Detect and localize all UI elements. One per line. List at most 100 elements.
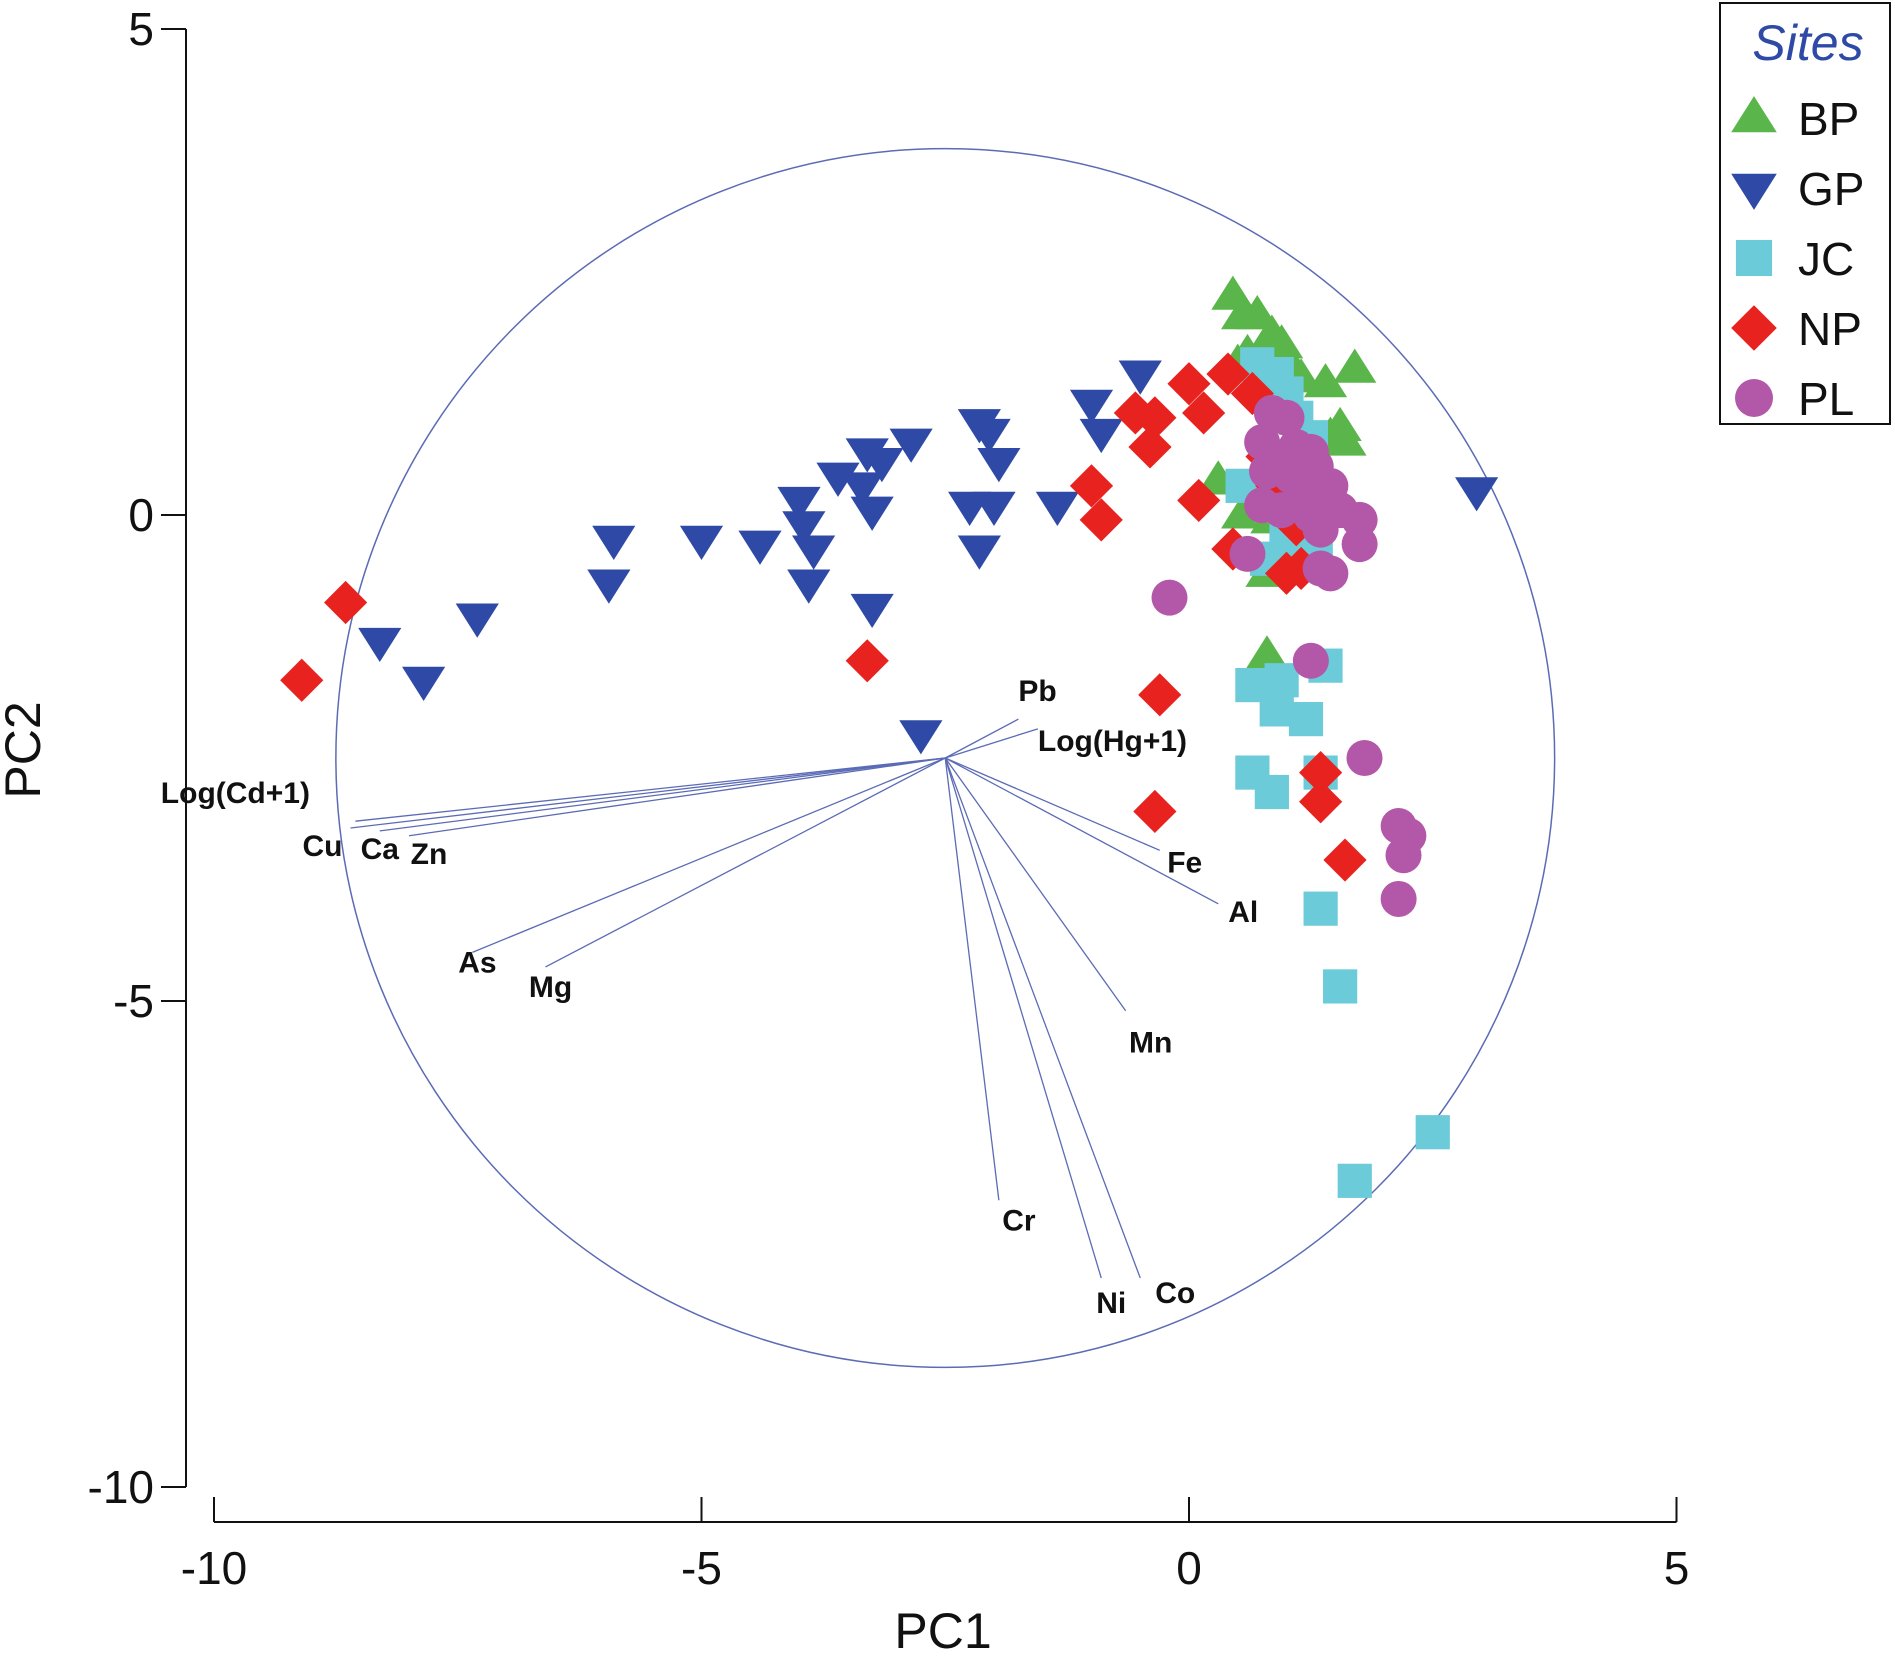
point-pl-19 bbox=[1312, 555, 1349, 592]
point-jc-20 bbox=[1323, 969, 1358, 1004]
point-jc-15 bbox=[1288, 702, 1324, 737]
legend-entry-gp: GP bbox=[1731, 163, 1864, 215]
vector-label-as: As bbox=[458, 946, 496, 979]
vector-line-pb bbox=[944, 718, 1019, 759]
legend-box bbox=[1719, 2, 1891, 425]
point-np-19 bbox=[1138, 673, 1182, 717]
point-pl-27 bbox=[1380, 880, 1417, 917]
vector-label-pb: Pb bbox=[1018, 675, 1056, 708]
point-pl-17 bbox=[1229, 535, 1266, 572]
point-jc-19 bbox=[1303, 891, 1338, 926]
vector-line-zn bbox=[408, 757, 946, 837]
y-tick-label: 5 bbox=[128, 3, 154, 55]
vector-label-co: Co bbox=[1155, 1277, 1195, 1310]
point-gp-8 bbox=[782, 511, 826, 546]
vector-line-log-cd-1 bbox=[355, 757, 946, 822]
point-np-4 bbox=[1079, 498, 1123, 542]
legend-marker-gp bbox=[1731, 173, 1777, 210]
point-gp-28 bbox=[1118, 360, 1162, 395]
legend-marker-np bbox=[1731, 305, 1777, 351]
x-tick-label: -5 bbox=[681, 1542, 722, 1594]
point-np-3 bbox=[1069, 464, 1114, 508]
x-tick-label: -10 bbox=[181, 1542, 247, 1594]
vector-line-ni bbox=[944, 757, 1102, 1279]
point-gp-29 bbox=[1455, 477, 1499, 512]
point-gp-14 bbox=[860, 448, 904, 483]
point-pl-16 bbox=[1302, 511, 1339, 548]
y-tick-label: 0 bbox=[128, 489, 154, 541]
point-bp-12 bbox=[1303, 363, 1348, 398]
legend-entry-np: NP bbox=[1731, 303, 1862, 355]
point-jc-14 bbox=[1259, 692, 1294, 727]
point-np-10 bbox=[1206, 352, 1250, 396]
point-gp-27 bbox=[1079, 418, 1123, 454]
correlation-circle-layer bbox=[335, 147, 1556, 1369]
vector-label-ni: Ni bbox=[1096, 1287, 1126, 1320]
point-np-20 bbox=[1133, 789, 1177, 834]
point-np-12 bbox=[1177, 478, 1221, 523]
series-gp bbox=[358, 360, 1499, 755]
point-jc-22 bbox=[1337, 1163, 1372, 1198]
series-np bbox=[280, 352, 1367, 882]
legend-entries: BP GP JC NP PL bbox=[1731, 93, 1864, 425]
x-tick-label: 0 bbox=[1176, 1542, 1202, 1594]
point-gp-12 bbox=[840, 472, 884, 507]
legend-label-pl: PL bbox=[1798, 373, 1854, 425]
vector-label-fe: Fe bbox=[1167, 846, 1202, 879]
point-pl-20 bbox=[1341, 526, 1378, 563]
legend: Sites BP GP JC NP PL bbox=[1719, 2, 1891, 425]
point-gp-3 bbox=[592, 525, 636, 560]
legend-entry-jc: JC bbox=[1735, 233, 1854, 285]
axes-layer: 5 0 -5 -10 -10 -5 0 5 bbox=[88, 3, 1690, 1594]
legend-entry-pl: PL bbox=[1735, 373, 1854, 425]
legend-title: Sites bbox=[1752, 15, 1863, 71]
point-gp-5 bbox=[679, 525, 724, 560]
point-jc-21 bbox=[1415, 1115, 1450, 1150]
vector-line-mg bbox=[545, 757, 946, 968]
point-pl-23 bbox=[1346, 740, 1383, 776]
point-gp-21 bbox=[967, 418, 1011, 454]
x-axis-title: PC1 bbox=[894, 1603, 991, 1659]
legend-label-gp: GP bbox=[1798, 163, 1864, 215]
vector-line-mn bbox=[944, 757, 1127, 1012]
legend-label-np: NP bbox=[1798, 303, 1862, 355]
point-gp-4 bbox=[587, 569, 631, 604]
vector-label-mn: Mn bbox=[1129, 1027, 1172, 1060]
series-pl bbox=[1151, 394, 1427, 917]
point-jc-17 bbox=[1254, 774, 1289, 810]
point-np-9 bbox=[1182, 391, 1226, 435]
point-gp-2 bbox=[402, 666, 446, 701]
legend-label-jc: JC bbox=[1798, 233, 1854, 285]
point-np-21 bbox=[1299, 750, 1343, 795]
point-pl-22 bbox=[1292, 642, 1329, 679]
legend-marker-jc bbox=[1735, 239, 1773, 277]
vector-line-fe bbox=[944, 757, 1161, 851]
point-gp-7 bbox=[777, 486, 821, 522]
vector-label-al: Al bbox=[1228, 896, 1258, 929]
point-bp-24 bbox=[1245, 635, 1289, 670]
point-jc-12 bbox=[1264, 663, 1299, 698]
point-gp-11 bbox=[816, 462, 860, 497]
point-np-2 bbox=[845, 639, 889, 683]
vector-line-cr bbox=[944, 757, 1000, 1201]
legend-label-bp: BP bbox=[1798, 93, 1859, 145]
vector-label-ca: Ca bbox=[361, 833, 400, 866]
point-np-7 bbox=[1128, 425, 1172, 469]
point-np-1 bbox=[280, 658, 324, 702]
vector-label-log-hg-1: Log(Hg+1) bbox=[1038, 725, 1187, 758]
x-tick-label: 5 bbox=[1664, 1542, 1690, 1594]
correlation-circle bbox=[335, 147, 1556, 1369]
point-gp-9 bbox=[792, 535, 836, 570]
loading-vectors-layer: Pb Log(Hg+1) Log(Cd+1) Cu Ca Zn As Mg Fe Al Mn Cr Ni… bbox=[161, 675, 1258, 1320]
legend-entry-bp: BP bbox=[1731, 93, 1859, 145]
point-gp-1 bbox=[455, 603, 499, 638]
legend-marker-pl bbox=[1735, 379, 1773, 417]
point-np-5 bbox=[1113, 391, 1157, 435]
point-np-22 bbox=[1299, 780, 1343, 824]
point-gp-18 bbox=[899, 720, 943, 755]
vector-line-co bbox=[944, 757, 1141, 1279]
point-gp-15 bbox=[850, 496, 894, 531]
y-axis-title: PC2 bbox=[0, 701, 51, 798]
point-gp-25 bbox=[1035, 491, 1079, 526]
